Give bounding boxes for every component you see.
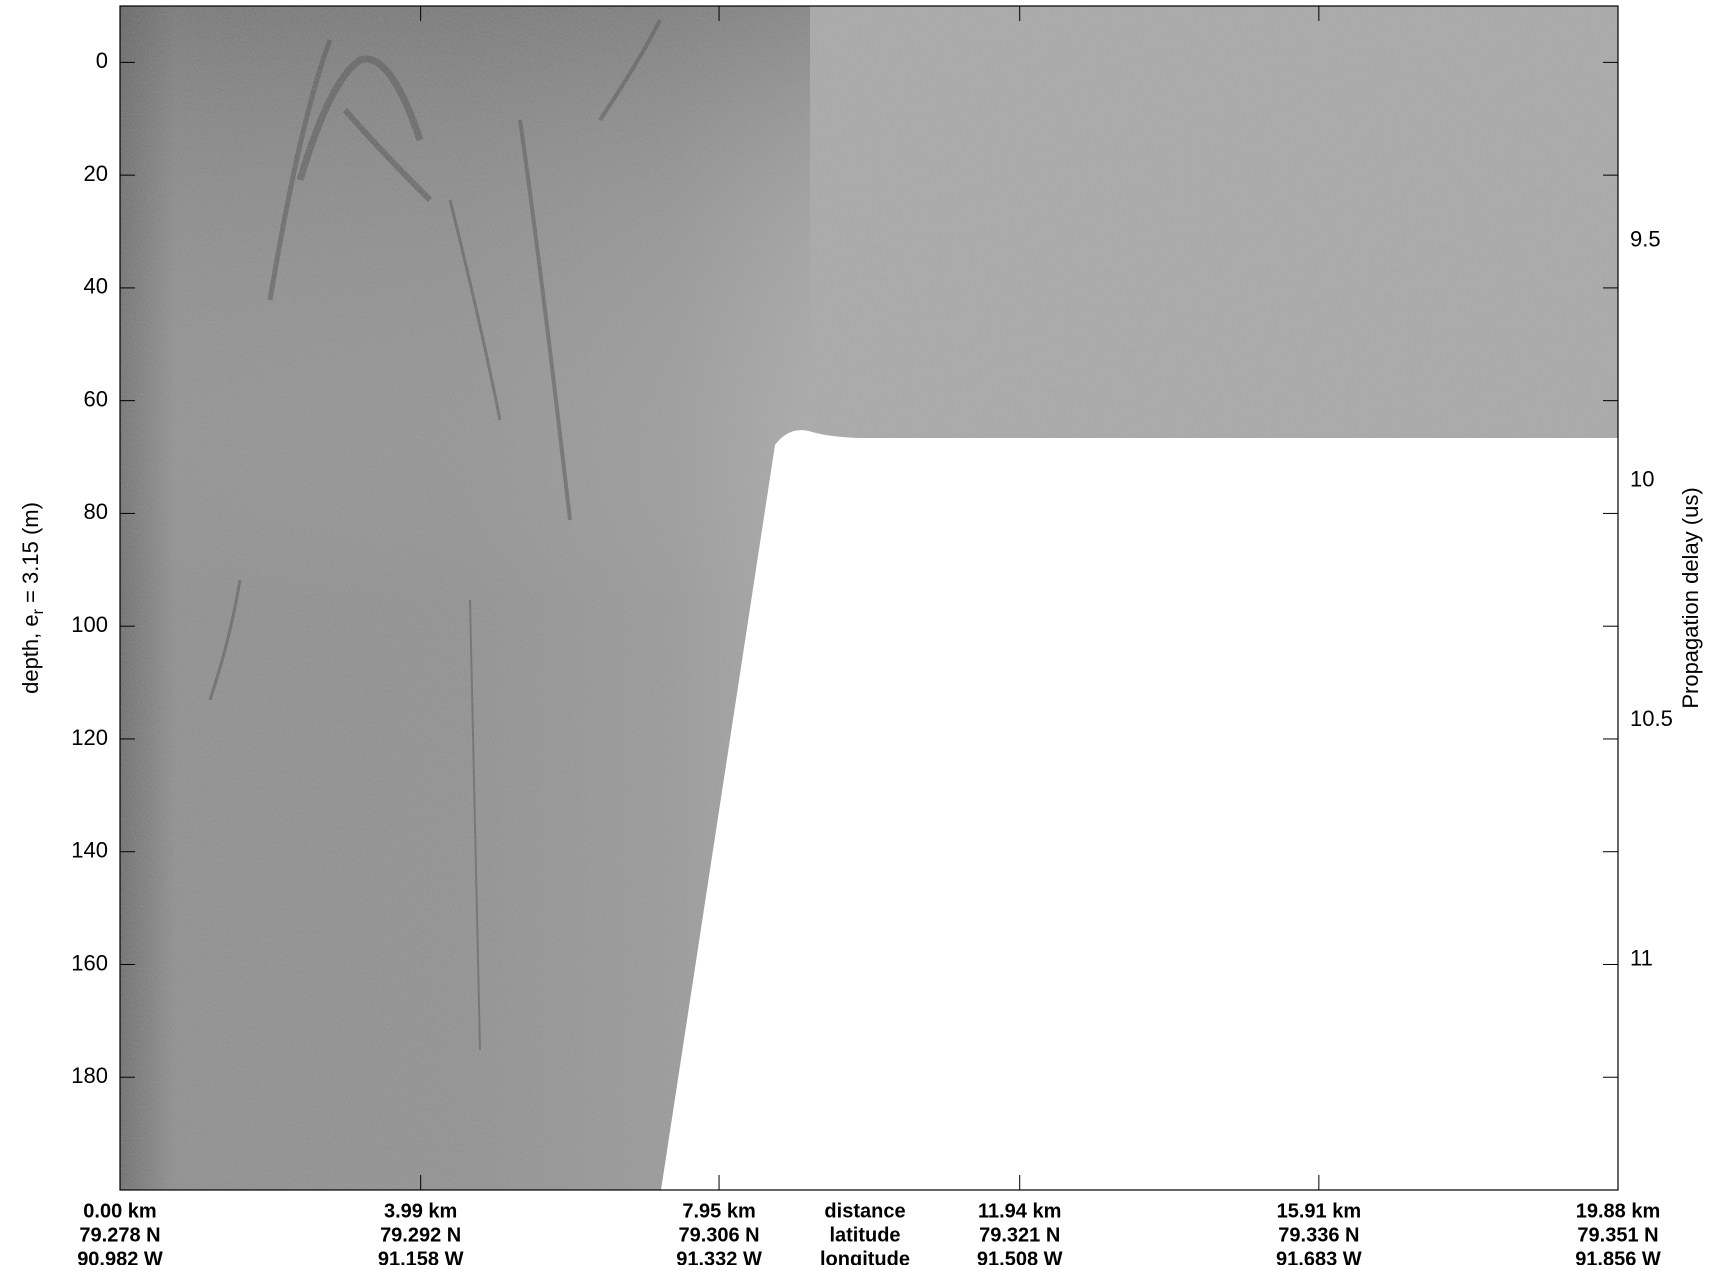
latitude-label: 79.292 N (380, 1224, 461, 1246)
y-tick-label: 0 (96, 48, 108, 73)
longitude-label: 91.683 W (1276, 1248, 1362, 1265)
x-tick-label: 3.99 km (384, 1200, 457, 1222)
x-row-label: distance (824, 1200, 905, 1222)
x-tick-label: 7.95 km (682, 1200, 755, 1222)
plot-frame (119, 5, 1619, 1191)
y-tick-label: 40 (84, 274, 108, 299)
y-tick-label: 100 (71, 612, 108, 637)
y2-tick-label: 10 (1630, 466, 1654, 491)
echogram (120, 6, 1618, 1190)
x-tick-label: 11.94 km (978, 1200, 1061, 1222)
longitude-label: 91.856 W (1575, 1248, 1661, 1265)
below-bed (661, 430, 1618, 1190)
x-tick-label: 0.00 km (83, 1200, 156, 1222)
y-label-text: = 3.15 (m) (18, 502, 43, 609)
y-axis-label: depth, er = 3.15 (m) (18, 502, 47, 694)
y2-tick-label: 9.5 (1630, 227, 1661, 252)
y-label-text: depth, e (18, 614, 43, 694)
latitude-label: 79.306 N (678, 1224, 759, 1246)
longitude-label: 91.332 W (676, 1248, 762, 1265)
latitude-label: 79.278 N (79, 1224, 160, 1246)
x-row-label: latitude (829, 1224, 900, 1246)
y-tick-label: 180 (71, 1063, 108, 1088)
latitude-label: 79.351 N (1577, 1224, 1658, 1246)
x-row-label: longitude (820, 1248, 910, 1265)
x-tick-label: 15.91 km (1277, 1200, 1362, 1222)
y-tick-label: 20 (84, 161, 108, 186)
longitude-label: 91.158 W (378, 1248, 464, 1265)
y2-axis-label: Propagation delay (us) (1678, 487, 1703, 708)
y2-tick-label: 10.5 (1630, 706, 1673, 731)
y-tick-label: 120 (71, 725, 108, 750)
y-label-subscript: r (30, 608, 47, 614)
latitude-label: 79.321 N (979, 1224, 1060, 1246)
latitude-label: 79.336 N (1278, 1224, 1359, 1246)
y-tick-label: 140 (71, 838, 108, 863)
y2-tick-label: 11 (1630, 946, 1653, 971)
y-tick-label: 160 (71, 950, 108, 975)
longitude-label: 91.508 W (977, 1248, 1063, 1265)
y-tick-label: 80 (84, 499, 108, 524)
longitude-label: 90.982 W (77, 1248, 163, 1265)
y-tick-label: 60 (84, 386, 108, 411)
x-tick-label: 19.88 km (1576, 1200, 1661, 1222)
